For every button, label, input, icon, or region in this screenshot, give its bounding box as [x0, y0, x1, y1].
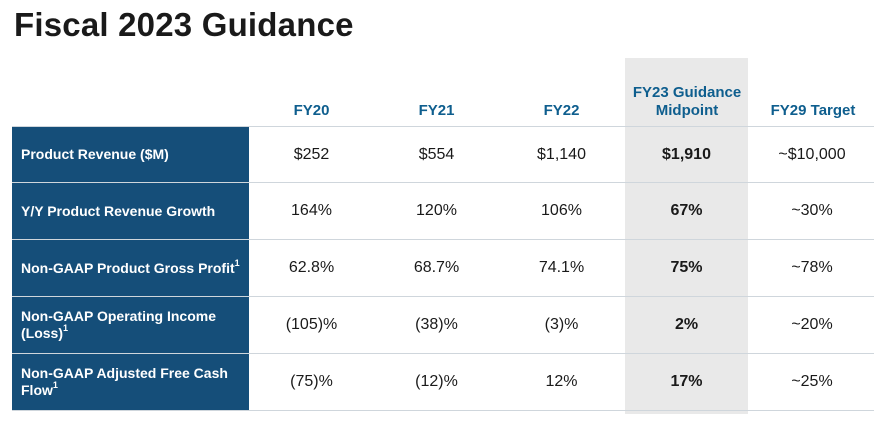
row-label: Non-GAAP Product Gross Profit1 [12, 240, 249, 296]
cell-fy20: $252 [293, 145, 330, 163]
row-label: Non-GAAP Adjusted Free Cash Flow1 [12, 354, 249, 410]
table-row-free-cash-flow: Non-GAAP Adjusted Free Cash Flow1 (75)% … [12, 354, 874, 411]
page-title: Fiscal 2023 Guidance [14, 6, 354, 43]
cell-fy23-midpoint: 67% [670, 202, 703, 219]
cell-fy23-midpoint: 17% [670, 373, 703, 390]
cell-fy23-midpoint: 2% [674, 316, 699, 333]
cell-fy21: (38)% [415, 316, 458, 333]
midpoint-column-highlight [625, 58, 748, 414]
cell-fy22: 12% [545, 373, 578, 390]
column-header-fy22: FY22 [543, 102, 580, 119]
table-row-yoy-growth: Y/Y Product Revenue Growth 164% 120% 106… [12, 183, 874, 240]
column-header-fy21: FY21 [418, 102, 455, 119]
table-row-product-revenue: Product Revenue ($M) $252 $554 $1,140 $1… [12, 126, 874, 183]
cell-fy23-midpoint: 75% [670, 259, 703, 276]
cell-fy29-target: ~30% [791, 202, 833, 219]
cell-fy29-target: ~25% [791, 373, 833, 390]
cell-fy22: (3)% [544, 316, 579, 333]
cell-fy20: (75)% [290, 373, 333, 390]
table-row-operating-income: Non-GAAP Operating Income (Loss)1 (105)%… [12, 297, 874, 354]
cell-fy23-midpoint: $1,910 [662, 145, 711, 163]
cell-fy20: 62.8% [288, 259, 335, 276]
row-label: Product Revenue ($M) [12, 127, 249, 182]
cell-fy21: 68.7% [413, 259, 460, 276]
row-label: Non-GAAP Operating Income (Loss)1 [12, 297, 249, 353]
cell-fy20: 164% [291, 202, 332, 219]
column-header-fy20: FY20 [293, 102, 330, 119]
cell-fy29-target: ~$10,000 [778, 145, 846, 163]
cell-fy20: (105)% [285, 316, 338, 333]
column-header-fy29-target: FY29 Target [770, 102, 856, 119]
cell-fy22: 106% [541, 202, 582, 219]
table-row-gross-profit: Non-GAAP Product Gross Profit1 62.8% 68.… [12, 240, 874, 297]
column-header-fy23-midpoint: FY23 Guidance Midpoint [632, 84, 742, 119]
cell-fy21: 120% [416, 202, 457, 219]
cell-fy29-target: ~20% [791, 316, 833, 333]
cell-fy21: (12)% [415, 373, 458, 390]
cell-fy22: 74.1% [538, 259, 585, 276]
cell-fy21: $554 [418, 145, 455, 163]
cell-fy29-target: ~78% [791, 259, 833, 276]
row-label: Y/Y Product Revenue Growth [12, 183, 249, 239]
cell-fy22: $1,140 [537, 145, 586, 163]
